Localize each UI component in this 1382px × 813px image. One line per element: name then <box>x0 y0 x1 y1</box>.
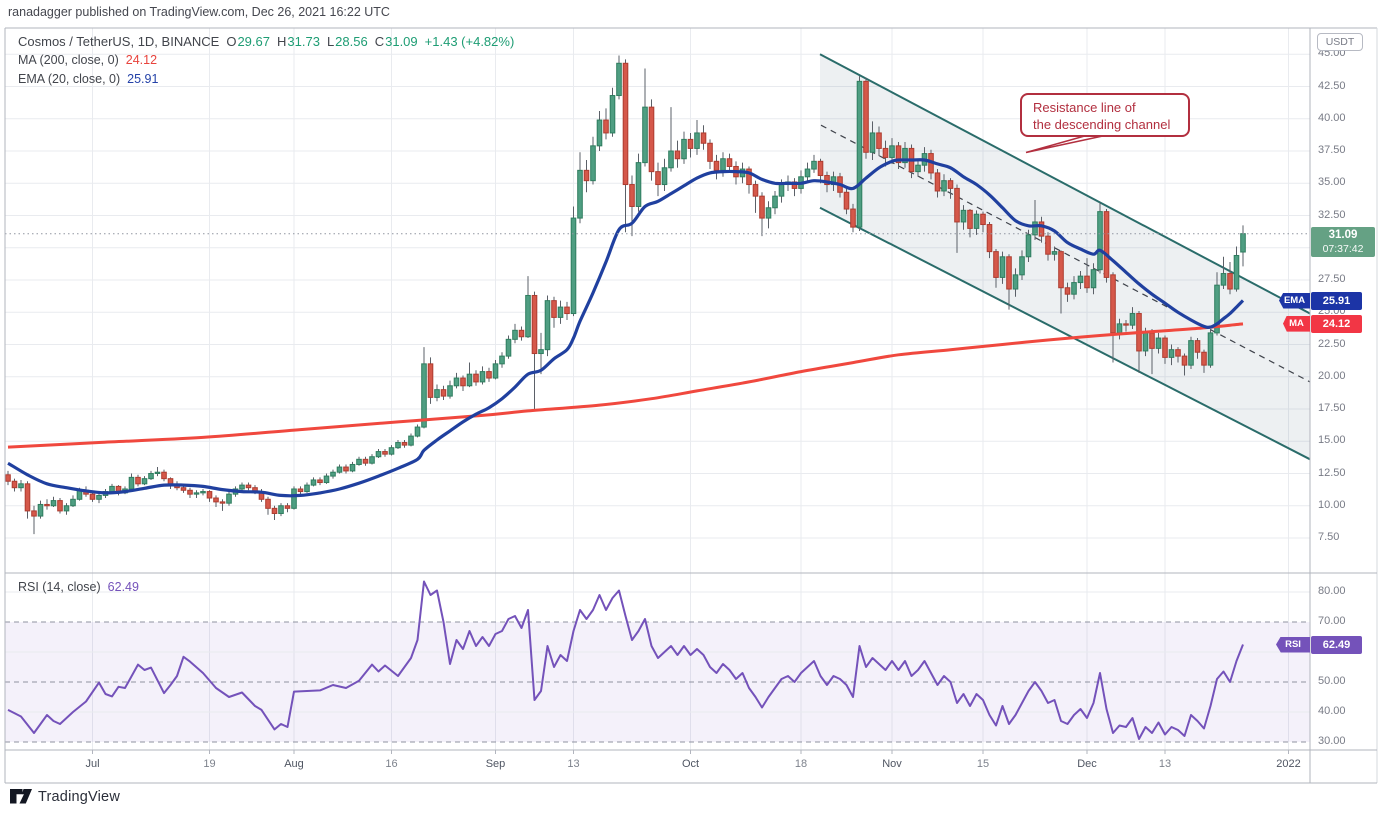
time-tick-label: 19 <box>203 758 216 770</box>
time-tick-label: Jul <box>85 758 100 770</box>
time-tick-label: 18 <box>794 758 808 770</box>
rsi-tick-label: 80.00 <box>1318 585 1346 597</box>
ma-axis-tag: MA <box>1283 315 1310 332</box>
price-tick-label: 40.00 <box>1318 111 1346 124</box>
ohlc-low: L 28.56 <box>326 34 368 49</box>
price-tick-label: 32.50 <box>1318 208 1346 221</box>
ema-legend-value: 25.91 <box>127 72 159 86</box>
price-tick-label: 10.00 <box>1318 498 1346 511</box>
rsi-tick-label: 70.00 <box>1318 615 1346 627</box>
rsi-tick-label: 30.00 <box>1318 735 1346 747</box>
ohlc-open: O 29.67 <box>226 34 270 49</box>
time-tick-label: 2022 <box>1276 758 1301 770</box>
callout-annotation[interactable]: Resistance line of the descending channe… <box>1020 93 1190 137</box>
price-tick-label: 35.00 <box>1318 176 1346 189</box>
watermark-label: TradingView <box>38 788 120 805</box>
attribution-text: ranadagger published on TradingView.com,… <box>8 5 390 19</box>
time-tick-label: Oct <box>681 758 700 770</box>
candlesticks <box>5 55 1246 535</box>
callout-line1: Resistance line of <box>1033 100 1136 115</box>
tradingview-watermark[interactable]: TradingView <box>10 788 120 805</box>
time-tick-label: Dec <box>1077 758 1097 770</box>
price-tick-label: 7.50 <box>1318 531 1340 543</box>
ohlc-high: H 31.73 <box>277 34 320 49</box>
ema-axis-badge: 25.91 <box>1311 291 1362 310</box>
symbol-title: Cosmos / TetherUS, 1D, BINANCE <box>18 34 220 49</box>
callout-line2: the descending channel <box>1033 117 1171 132</box>
rsi-axis-badge: 62.49 <box>1311 635 1362 654</box>
price-tick-label: 37.50 <box>1318 144 1346 156</box>
time-tick-label: Aug <box>284 758 304 770</box>
last-price-value: 31.09 <box>1328 228 1358 241</box>
bar-countdown: 07:37:42 <box>1322 242 1364 255</box>
price-tick-label: 22.50 <box>1318 337 1346 350</box>
ma-axis-badge: 24.12 <box>1311 314 1362 333</box>
time-tick-label: 13 <box>1158 758 1172 770</box>
price-tick-label: 27.50 <box>1318 273 1346 285</box>
tradingview-logo-icon <box>10 789 32 804</box>
ma-legend-value: 24.12 <box>125 53 158 67</box>
ma-legend-row[interactable]: MA (200, close, 0) 24.12 <box>18 51 514 70</box>
rsi-line <box>7 580 1244 740</box>
rsi-legend-row[interactable]: RSI (14, close) 62.49 <box>18 580 139 594</box>
price-tick-label: 12.50 <box>1318 466 1346 479</box>
ma-legend-label: MA (200, close, 0) <box>18 53 119 67</box>
rsi-tick-label: 50.00 <box>1318 675 1346 687</box>
rsi-tick-label: 40.00 <box>1318 705 1346 717</box>
time-tick-label: Sep <box>485 758 506 770</box>
ohlc-close: C 31.09 <box>374 34 418 49</box>
ema-legend-row[interactable]: EMA (20, close, 0) 25.91 <box>18 70 514 89</box>
ema-axis-tag: EMA <box>1279 292 1310 309</box>
rsi-axis-tag: RSI <box>1276 636 1310 653</box>
last-price-badge: 31.09 07:37:42 <box>1311 226 1375 257</box>
time-tick-label: 15 <box>976 758 990 770</box>
change-value: +1.43 (+4.82%) <box>424 34 515 49</box>
ema-legend-label: EMA (20, close, 0) <box>18 72 121 86</box>
time-tick-label: 16 <box>385 758 398 770</box>
price-tick-label: 42.50 <box>1318 79 1346 92</box>
time-tick-label: 13 <box>567 758 580 770</box>
currency-badge: USDT <box>1317 33 1363 51</box>
rsi-legend-label: RSI (14, close) <box>18 580 101 594</box>
rsi-legend-value: 62.49 <box>107 580 139 594</box>
ma200-line <box>7 322 1244 449</box>
price-tick-label: 17.50 <box>1318 402 1346 414</box>
ema20-line <box>7 158 1245 498</box>
time-tick-label: Nov <box>882 758 902 770</box>
time-axis[interactable]: Jul 19 Aug 16 Sep 13 Oct 18 Nov 15 Dec 13 2022 <box>5 750 1310 783</box>
price-tick-label: 15.00 <box>1318 434 1346 447</box>
price-tick-label: 20.00 <box>1318 369 1346 382</box>
